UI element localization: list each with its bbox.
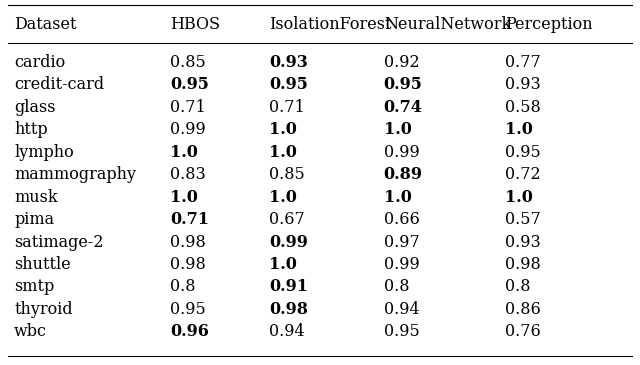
Text: 0.95: 0.95 [170, 76, 209, 93]
Text: pima: pima [14, 211, 54, 228]
Text: 0.91: 0.91 [269, 278, 308, 296]
Text: 0.96: 0.96 [170, 323, 209, 341]
Text: 0.76: 0.76 [505, 323, 541, 341]
Text: NeuralNetwork: NeuralNetwork [384, 16, 511, 33]
Text: 0.72: 0.72 [505, 166, 540, 183]
Text: 0.94: 0.94 [384, 301, 419, 318]
Text: 1.0: 1.0 [269, 144, 297, 161]
Text: 0.99: 0.99 [170, 121, 206, 138]
Text: 0.58: 0.58 [505, 99, 541, 116]
Text: 0.85: 0.85 [170, 54, 206, 71]
Text: 0.99: 0.99 [269, 234, 308, 251]
Text: 0.98: 0.98 [505, 256, 541, 273]
Text: 0.89: 0.89 [384, 166, 423, 183]
Text: http: http [14, 121, 48, 138]
Text: 0.66: 0.66 [384, 211, 419, 228]
Text: 0.93: 0.93 [505, 76, 541, 93]
Text: credit-card: credit-card [14, 76, 104, 93]
Text: 0.95: 0.95 [170, 301, 206, 318]
Text: shuttle: shuttle [14, 256, 71, 273]
Text: 1.0: 1.0 [269, 121, 297, 138]
Text: Dataset: Dataset [14, 16, 77, 33]
Text: 1.0: 1.0 [269, 256, 297, 273]
Text: 1.0: 1.0 [384, 121, 412, 138]
Text: Perception: Perception [505, 16, 593, 33]
Text: 0.99: 0.99 [384, 144, 419, 161]
Text: satimage-2: satimage-2 [14, 234, 104, 251]
Text: 1.0: 1.0 [505, 189, 532, 205]
Text: 1.0: 1.0 [269, 189, 297, 205]
Text: 1.0: 1.0 [384, 189, 412, 205]
Text: mammography: mammography [14, 166, 136, 183]
Text: thyroid: thyroid [14, 301, 73, 318]
Text: 0.95: 0.95 [505, 144, 541, 161]
Text: 0.93: 0.93 [505, 234, 541, 251]
Text: 0.99: 0.99 [384, 256, 419, 273]
Text: HBOS: HBOS [170, 16, 220, 33]
Text: IsolationForest: IsolationForest [269, 16, 392, 33]
Text: 0.98: 0.98 [269, 301, 308, 318]
Text: glass: glass [14, 99, 56, 116]
Text: 0.57: 0.57 [505, 211, 541, 228]
Text: smtp: smtp [14, 278, 54, 296]
Text: 0.98: 0.98 [170, 234, 206, 251]
Text: musk: musk [14, 189, 58, 205]
Text: 0.94: 0.94 [269, 323, 305, 341]
Text: 0.95: 0.95 [384, 323, 419, 341]
Text: 0.85: 0.85 [269, 166, 305, 183]
Text: cardio: cardio [14, 54, 65, 71]
Text: 1.0: 1.0 [170, 189, 198, 205]
Text: wbc: wbc [14, 323, 47, 341]
Text: 0.97: 0.97 [384, 234, 419, 251]
Text: 0.95: 0.95 [384, 76, 422, 93]
Text: 0.71: 0.71 [170, 99, 206, 116]
Text: 0.93: 0.93 [269, 54, 308, 71]
Text: lympho: lympho [14, 144, 74, 161]
Text: 0.92: 0.92 [384, 54, 419, 71]
Text: 1.0: 1.0 [170, 144, 198, 161]
Text: 0.98: 0.98 [170, 256, 206, 273]
Text: 0.74: 0.74 [384, 99, 422, 116]
Text: 0.77: 0.77 [505, 54, 541, 71]
Text: 1.0: 1.0 [505, 121, 532, 138]
Text: 0.8: 0.8 [384, 278, 409, 296]
Text: 0.8: 0.8 [505, 278, 531, 296]
Text: 0.8: 0.8 [170, 278, 196, 296]
Text: 0.83: 0.83 [170, 166, 206, 183]
Text: 0.71: 0.71 [170, 211, 209, 228]
Text: 0.71: 0.71 [269, 99, 305, 116]
Text: 0.95: 0.95 [269, 76, 308, 93]
Text: 0.67: 0.67 [269, 211, 305, 228]
Text: 0.86: 0.86 [505, 301, 541, 318]
